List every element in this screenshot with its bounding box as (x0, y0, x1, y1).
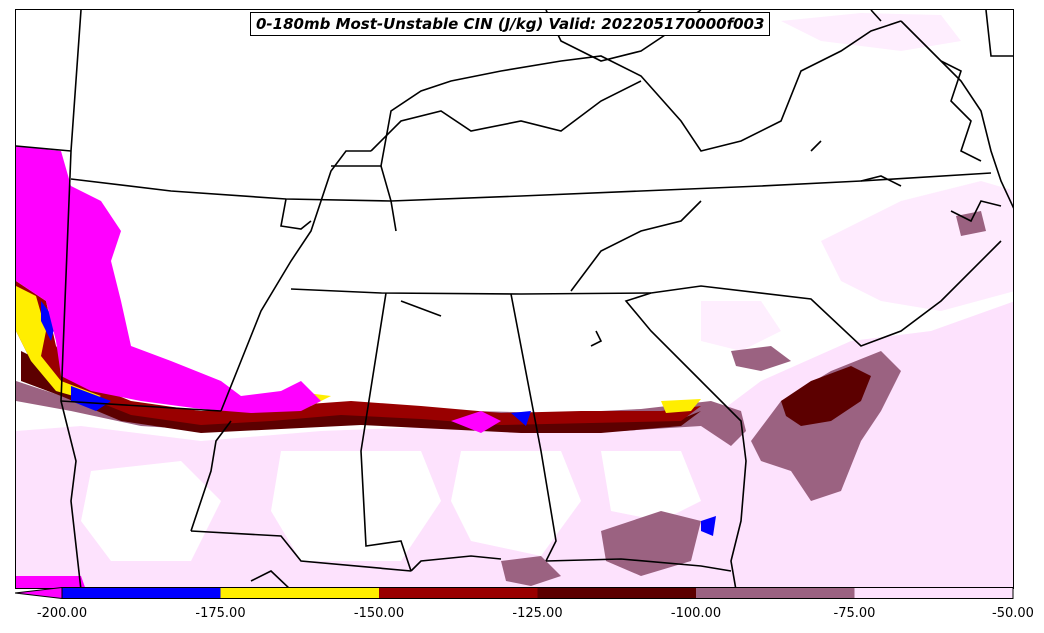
colorbar-bins (15, 587, 1013, 599)
colorbar-tick-label: -75.00 (833, 606, 876, 621)
state-boundaries (16, 10, 1013, 588)
colorbar-tick-label: -125.00 (512, 606, 563, 621)
map-title: 0-180mb Most-Unstable CIN (J/kg) Valid: … (250, 12, 771, 36)
cin-band-blue (41, 301, 716, 536)
colorbar-tick-label: -50.00 (992, 606, 1034, 621)
colorbar-bin (62, 587, 221, 599)
colorbar-bin (696, 587, 855, 599)
colorbar-tick-labels: -200.00 -175.00 -150.00 -125.00 -100.00 -75.0… (0, 606, 1044, 626)
colorbar-bin (220, 587, 379, 599)
colorbar-tick-label: -200.00 (36, 606, 88, 621)
cin-map (16, 10, 1013, 588)
colorbar-bin (379, 587, 538, 599)
colorbar-tick-label: -150.00 (353, 606, 405, 621)
colorbar-extend-triangle (15, 587, 63, 599)
colorbar-tick-label: -175.00 (195, 606, 246, 621)
colorbar-bin (854, 587, 1013, 599)
cin-white-areas (81, 451, 701, 561)
colorbar-tick-label: -100.00 (670, 606, 722, 621)
cin-band-light-pink (16, 13, 1013, 588)
colorbar (15, 587, 1014, 599)
cin-band-dark-maroon (21, 351, 871, 433)
map-panel (15, 9, 1014, 589)
cin-band-magenta (16, 146, 501, 588)
colorbar-outline (61, 587, 1014, 599)
colorbar-bin (537, 587, 696, 599)
